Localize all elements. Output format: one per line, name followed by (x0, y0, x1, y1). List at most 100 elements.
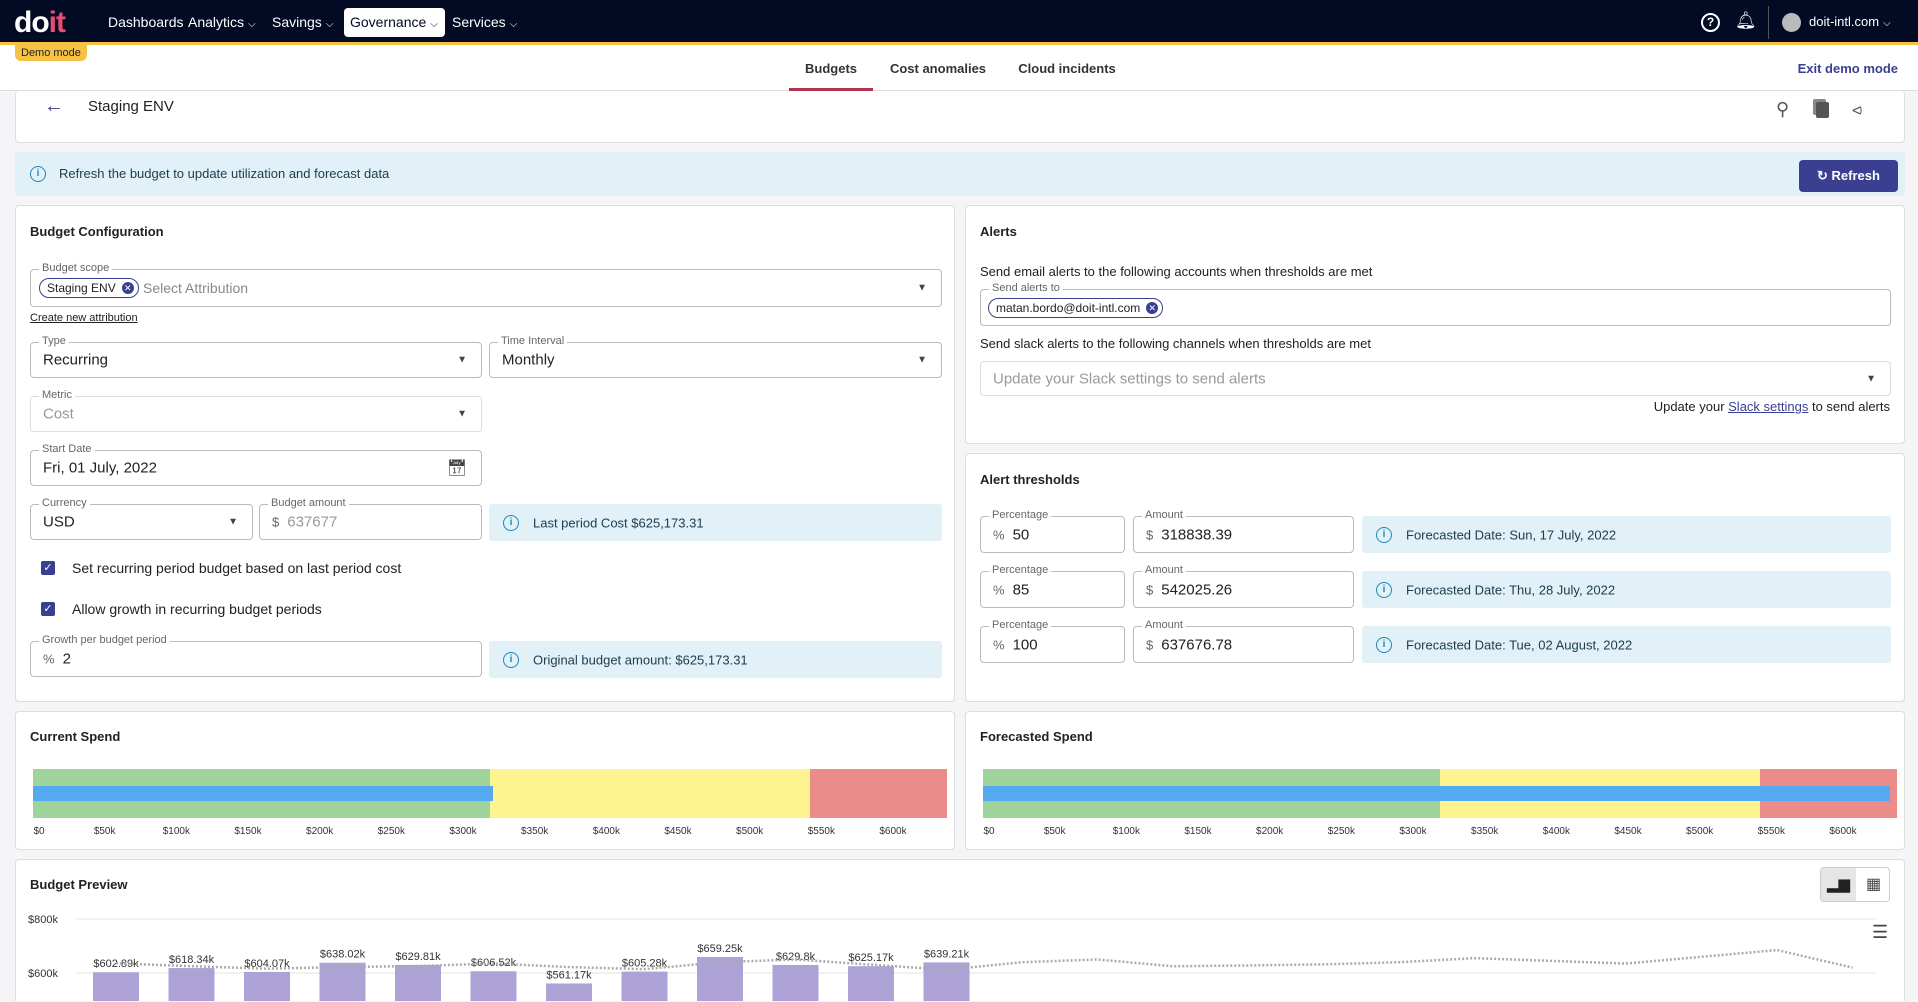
budget-line (115, 948, 1853, 972)
slack-note: Update your Slack settings to send alert… (1654, 399, 1890, 414)
table-view-icon[interactable]: ▦ (1865, 876, 1882, 893)
section-title: Alerts (980, 224, 1017, 239)
chip-label: Staging ENV (47, 281, 116, 295)
metric-select: Metric Cost ▼ (30, 389, 482, 432)
axis-tick-label: $550k (1757, 826, 1785, 837)
avatar[interactable] (1782, 13, 1801, 32)
nav-savings[interactable]: Savings ⌵ (266, 8, 339, 37)
bar-data-label: $625.17k (848, 952, 894, 964)
back-arrow-icon[interactable]: ← (44, 95, 64, 117)
field-label: Budget amount (268, 497, 349, 509)
slack-settings-link[interactable]: Slack settings (1728, 399, 1809, 414)
field-value: Fri, 01 July, 2022 (43, 459, 157, 477)
chevron-down-icon: ⌵ (325, 19, 334, 30)
budget-bar (772, 964, 819, 1001)
type-select[interactable]: Type Recurring ▼ (30, 335, 482, 378)
field-value: Monthly (502, 351, 555, 369)
time-interval-select[interactable]: Time Interval Monthly ▼ (489, 335, 942, 378)
field-value: 100 (1012, 636, 1038, 653)
field-label: Metric (39, 389, 75, 401)
percent-prefix: % (993, 527, 1005, 542)
note-text: to send alerts (1808, 399, 1890, 414)
field-value: 542025.26 (1161, 581, 1233, 598)
axis-tick-label: $50k (93, 826, 116, 837)
refresh-button[interactable]: ↻ Refresh (1799, 160, 1898, 192)
currency-prefix: $ (1146, 527, 1154, 542)
field-label: Amount (1142, 619, 1186, 631)
growth-checkbox[interactable]: ✓ (41, 602, 55, 616)
field-value: 318838.39 (1161, 526, 1233, 543)
nav-label: Analytics (188, 14, 245, 30)
band-over (809, 769, 947, 818)
axis-tick-label: $500k (736, 826, 764, 837)
axis-tick-label: $150k (1184, 826, 1212, 837)
forecast-date-info: i Forecasted Date: Thu, 28 July, 2022 (1362, 571, 1891, 608)
share-icon[interactable]: ⪦ (1852, 99, 1863, 119)
search-icon[interactable]: ⚲ (1776, 99, 1790, 119)
start-date-field[interactable]: Start Date Fri, 01 July, 2022 📅︎ (30, 443, 482, 486)
dropdown-arrow-icon: ▼ (228, 516, 238, 528)
recurring-checkbox[interactable]: ✓ (41, 561, 55, 575)
threshold-amount-input[interactable]: Amount $542025.26 (1133, 564, 1354, 608)
axis-tick-label: $250k (377, 826, 405, 837)
nav-governance[interactable]: Governance ⌵ (344, 8, 445, 37)
nav-dashboards[interactable]: Dashboards (102, 8, 190, 37)
original-budget-info: i Original budget amount: $625,173.31 (489, 641, 942, 678)
budget-bar (93, 972, 139, 1001)
budget-bar (621, 971, 668, 1001)
bell-icon[interactable]: 🔔︎ (1735, 11, 1757, 30)
view-toggle: ▂▆ ▦ (1820, 867, 1890, 902)
info-text: Last period Cost $625,173.31 (533, 515, 704, 530)
field-label: Amount (1142, 564, 1186, 576)
refresh-banner: i Refresh the budget to update utilizati… (15, 152, 1905, 196)
calendar-icon[interactable]: 📅︎ (446, 460, 467, 477)
tab-budgets[interactable]: Budgets (805, 61, 857, 76)
top-nav: doit Dashboards Analytics ⌵ Savings ⌵ Gove… (0, 0, 1918, 45)
growth-input[interactable]: Growth per budget period% 2 (30, 634, 482, 677)
remove-chip-icon[interactable]: ✕ (1146, 302, 1159, 314)
info-icon: i (30, 166, 46, 182)
budget-preview-chart: $600k$800k$602.89k $618.34k $604.07k$638.0… (28, 914, 1876, 1001)
exit-demo-mode-link[interactable]: Exit demo mode (1797, 61, 1898, 76)
threshold-percentage-input[interactable]: Percentage% 85 (980, 564, 1125, 608)
threshold-percentage-input[interactable]: Percentage% 50 (980, 509, 1125, 553)
axis-tick-label: $200k (306, 826, 334, 837)
refresh-icon: ↻ (1817, 168, 1828, 183)
axis-tick-label: $0 (33, 826, 45, 837)
budget-bar (319, 962, 366, 1001)
budget-scope-field[interactable]: Budget scope Staging ENV ✕ Select Attribu… (30, 262, 942, 307)
axis-tick-label: $100k (1112, 826, 1140, 837)
help-icon[interactable]: ? (1701, 13, 1720, 32)
account-menu[interactable]: doit-intl.com ⌵ (1809, 14, 1891, 29)
remove-chip-icon[interactable]: ✕ (121, 282, 134, 294)
nav-services[interactable]: Services ⌵ (446, 8, 523, 37)
active-tab-indicator (789, 88, 873, 91)
threshold-percentage-input[interactable]: Percentage% 100 (980, 619, 1125, 663)
threshold-amount-input[interactable]: Amount $318838.39 (1133, 509, 1354, 553)
create-attribution-link[interactable]: Create new attribution (30, 312, 138, 324)
field-label: Start Date (39, 443, 95, 455)
threshold-amount-input[interactable]: Amount $637676.78 (1133, 619, 1354, 663)
axis-tick-label: $350k (521, 826, 549, 837)
forecasted-spend-card: Forecasted Spend $0 $50k $100k $150k $200k $2… (965, 711, 1905, 850)
nav-analytics[interactable]: Analytics ⌵ (182, 8, 262, 37)
field-value: Recurring (43, 351, 109, 369)
doit-logo[interactable]: doit (14, 6, 66, 39)
chart-title: Forecasted Spend (980, 729, 1093, 744)
bar-data-label: $561.17k (546, 969, 592, 981)
currency-select[interactable]: Currency USD ▼ (30, 497, 253, 540)
dropdown-arrow-icon[interactable]: ▼ (917, 282, 927, 294)
chevron-down-icon: ⌵ (509, 19, 518, 30)
info-icon: i (503, 514, 519, 531)
axis-tick-label: $450k (1614, 826, 1642, 837)
chart-menu-icon[interactable]: ☰ (1872, 922, 1889, 942)
budget-amount-input[interactable]: Budget amount $637677 (259, 497, 482, 540)
copy-icon[interactable] (1816, 102, 1829, 118)
tab-cloud-incidents[interactable]: Cloud incidents (1018, 61, 1116, 76)
header-card: ← Staging ENV ⚲ ⪦ (15, 91, 1905, 143)
send-alerts-to-field[interactable]: Send alerts to matan.bordo@doit-intl.com… (980, 282, 1891, 326)
forecast-date-info: i Forecasted Date: Sun, 17 July, 2022 (1362, 516, 1891, 553)
alert-thresholds-card: Alert thresholds Percentage% 50 Amount $31… (965, 453, 1905, 702)
tab-cost-anomalies[interactable]: Cost anomalies (889, 61, 987, 76)
bar-chart-view-icon[interactable]: ▂▆ (1821, 868, 1856, 901)
